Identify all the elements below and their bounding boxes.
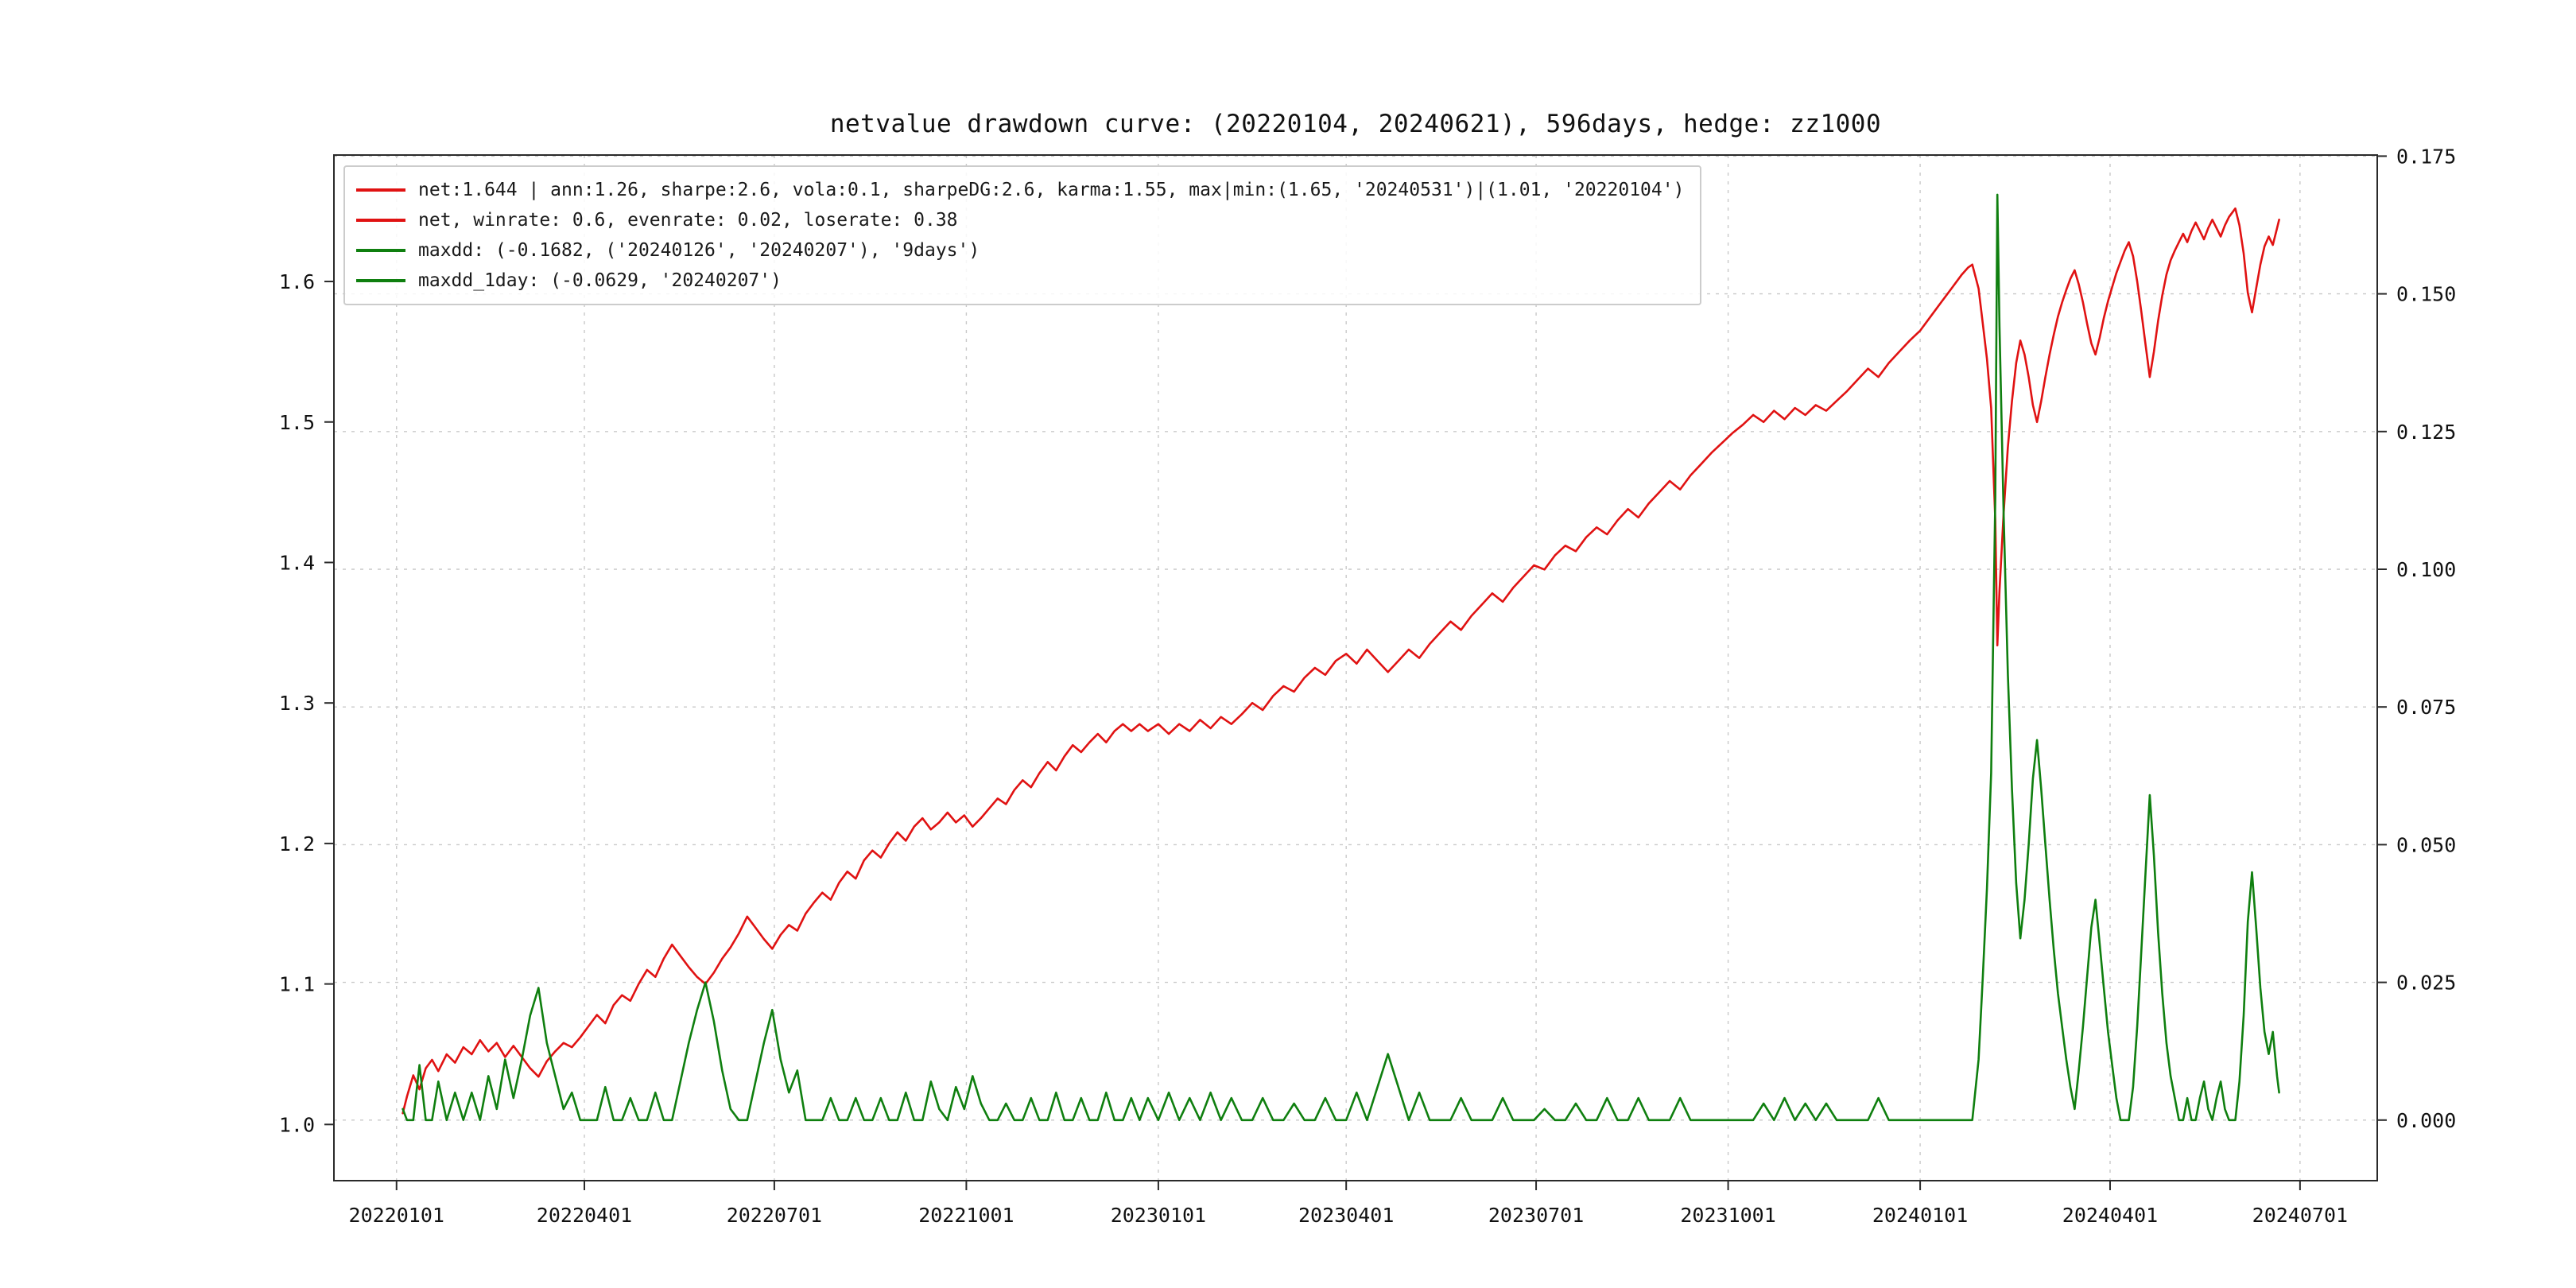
x-tick-label: 20240401 [2062, 1204, 2158, 1227]
x-tick-label: 20231001 [1680, 1204, 1775, 1227]
y-right-tick-label: 0.000 [2396, 1109, 2456, 1132]
x-tick-label: 20220701 [727, 1204, 822, 1227]
gridlines [334, 155, 2377, 1181]
y-axis-right: 0.000 0.025 0.050 0.075 0.100 0.125 0.150 0.175 [2377, 145, 2456, 1132]
x-tick-label: 20230701 [1488, 1204, 1584, 1227]
x-tick-label: 20230401 [1298, 1204, 1394, 1227]
y-left-tick-label: 1.1 [279, 973, 315, 996]
y-right-tick-label: 0.150 [2396, 283, 2456, 306]
x-tick-label: 20230101 [1111, 1204, 1206, 1227]
y-right-tick-label: 0.125 [2396, 421, 2456, 444]
y-right-tick-label: 0.075 [2396, 696, 2456, 719]
x-tick-label: 20220101 [349, 1204, 444, 1227]
net-line [402, 207, 2280, 1115]
x-axis: 20220101 20220401 20220701 20221001 20230101… [349, 1181, 2348, 1227]
series [402, 193, 2280, 1122]
legend-label: net:1.644 | ann:1.26, sharpe:2.6, vola:0… [418, 180, 1685, 200]
drawdown-line-swatch [356, 249, 405, 252]
legend: net:1.644 | ann:1.26, sharpe:2.6, vola:0… [343, 165, 1702, 305]
y-right-tick-label: 0.025 [2396, 972, 2456, 995]
y-right-tick-label: 0.050 [2396, 833, 2456, 856]
chart-title: netvalue drawdown curve: (20220104, 2024… [829, 110, 1882, 138]
y-left-tick-label: 1.5 [279, 411, 315, 434]
legend-label: net, winrate: 0.6, evenrate: 0.02, loser… [418, 210, 958, 231]
y-right-tick-label: 0.100 [2396, 558, 2456, 581]
y-left-tick-label: 1.2 [279, 832, 315, 855]
legend-item-net-stats: net:1.644 | ann:1.26, sharpe:2.6, vola:0… [356, 175, 1684, 205]
y-left-tick-label: 1.0 [279, 1113, 315, 1136]
x-tick-label: 20240701 [2252, 1204, 2348, 1227]
x-tick-label: 20220401 [537, 1204, 632, 1227]
y-left-tick-label: 1.6 [279, 270, 315, 293]
net-line-swatch [356, 219, 405, 222]
y-left-tick-label: 1.4 [279, 551, 315, 574]
drawdown-line [402, 193, 2280, 1122]
legend-item-net-rates: net, winrate: 0.6, evenrate: 0.02, loser… [356, 205, 1684, 235]
y-right-tick-label: 0.175 [2396, 145, 2456, 168]
drawdown-line-swatch [356, 279, 405, 282]
net-line-swatch [356, 188, 405, 192]
legend-item-maxdd: maxdd: (-0.1682, ('20240126', '20240207'… [356, 235, 1684, 266]
x-tick-label: 20221001 [918, 1204, 1014, 1227]
axes-spines [333, 154, 2378, 1181]
y-left-tick-label: 1.3 [279, 692, 315, 715]
x-tick-label: 20240101 [1872, 1204, 1968, 1227]
legend-label: maxdd_1day: (-0.0629, '20240207') [418, 270, 782, 291]
y-axis-left: 1.0 1.1 1.2 1.3 1.4 1.5 1.6 [279, 270, 334, 1136]
legend-item-maxdd-1day: maxdd_1day: (-0.0629, '20240207') [356, 266, 1684, 296]
legend-label: maxdd: (-0.1682, ('20240126', '20240207'… [418, 240, 980, 261]
